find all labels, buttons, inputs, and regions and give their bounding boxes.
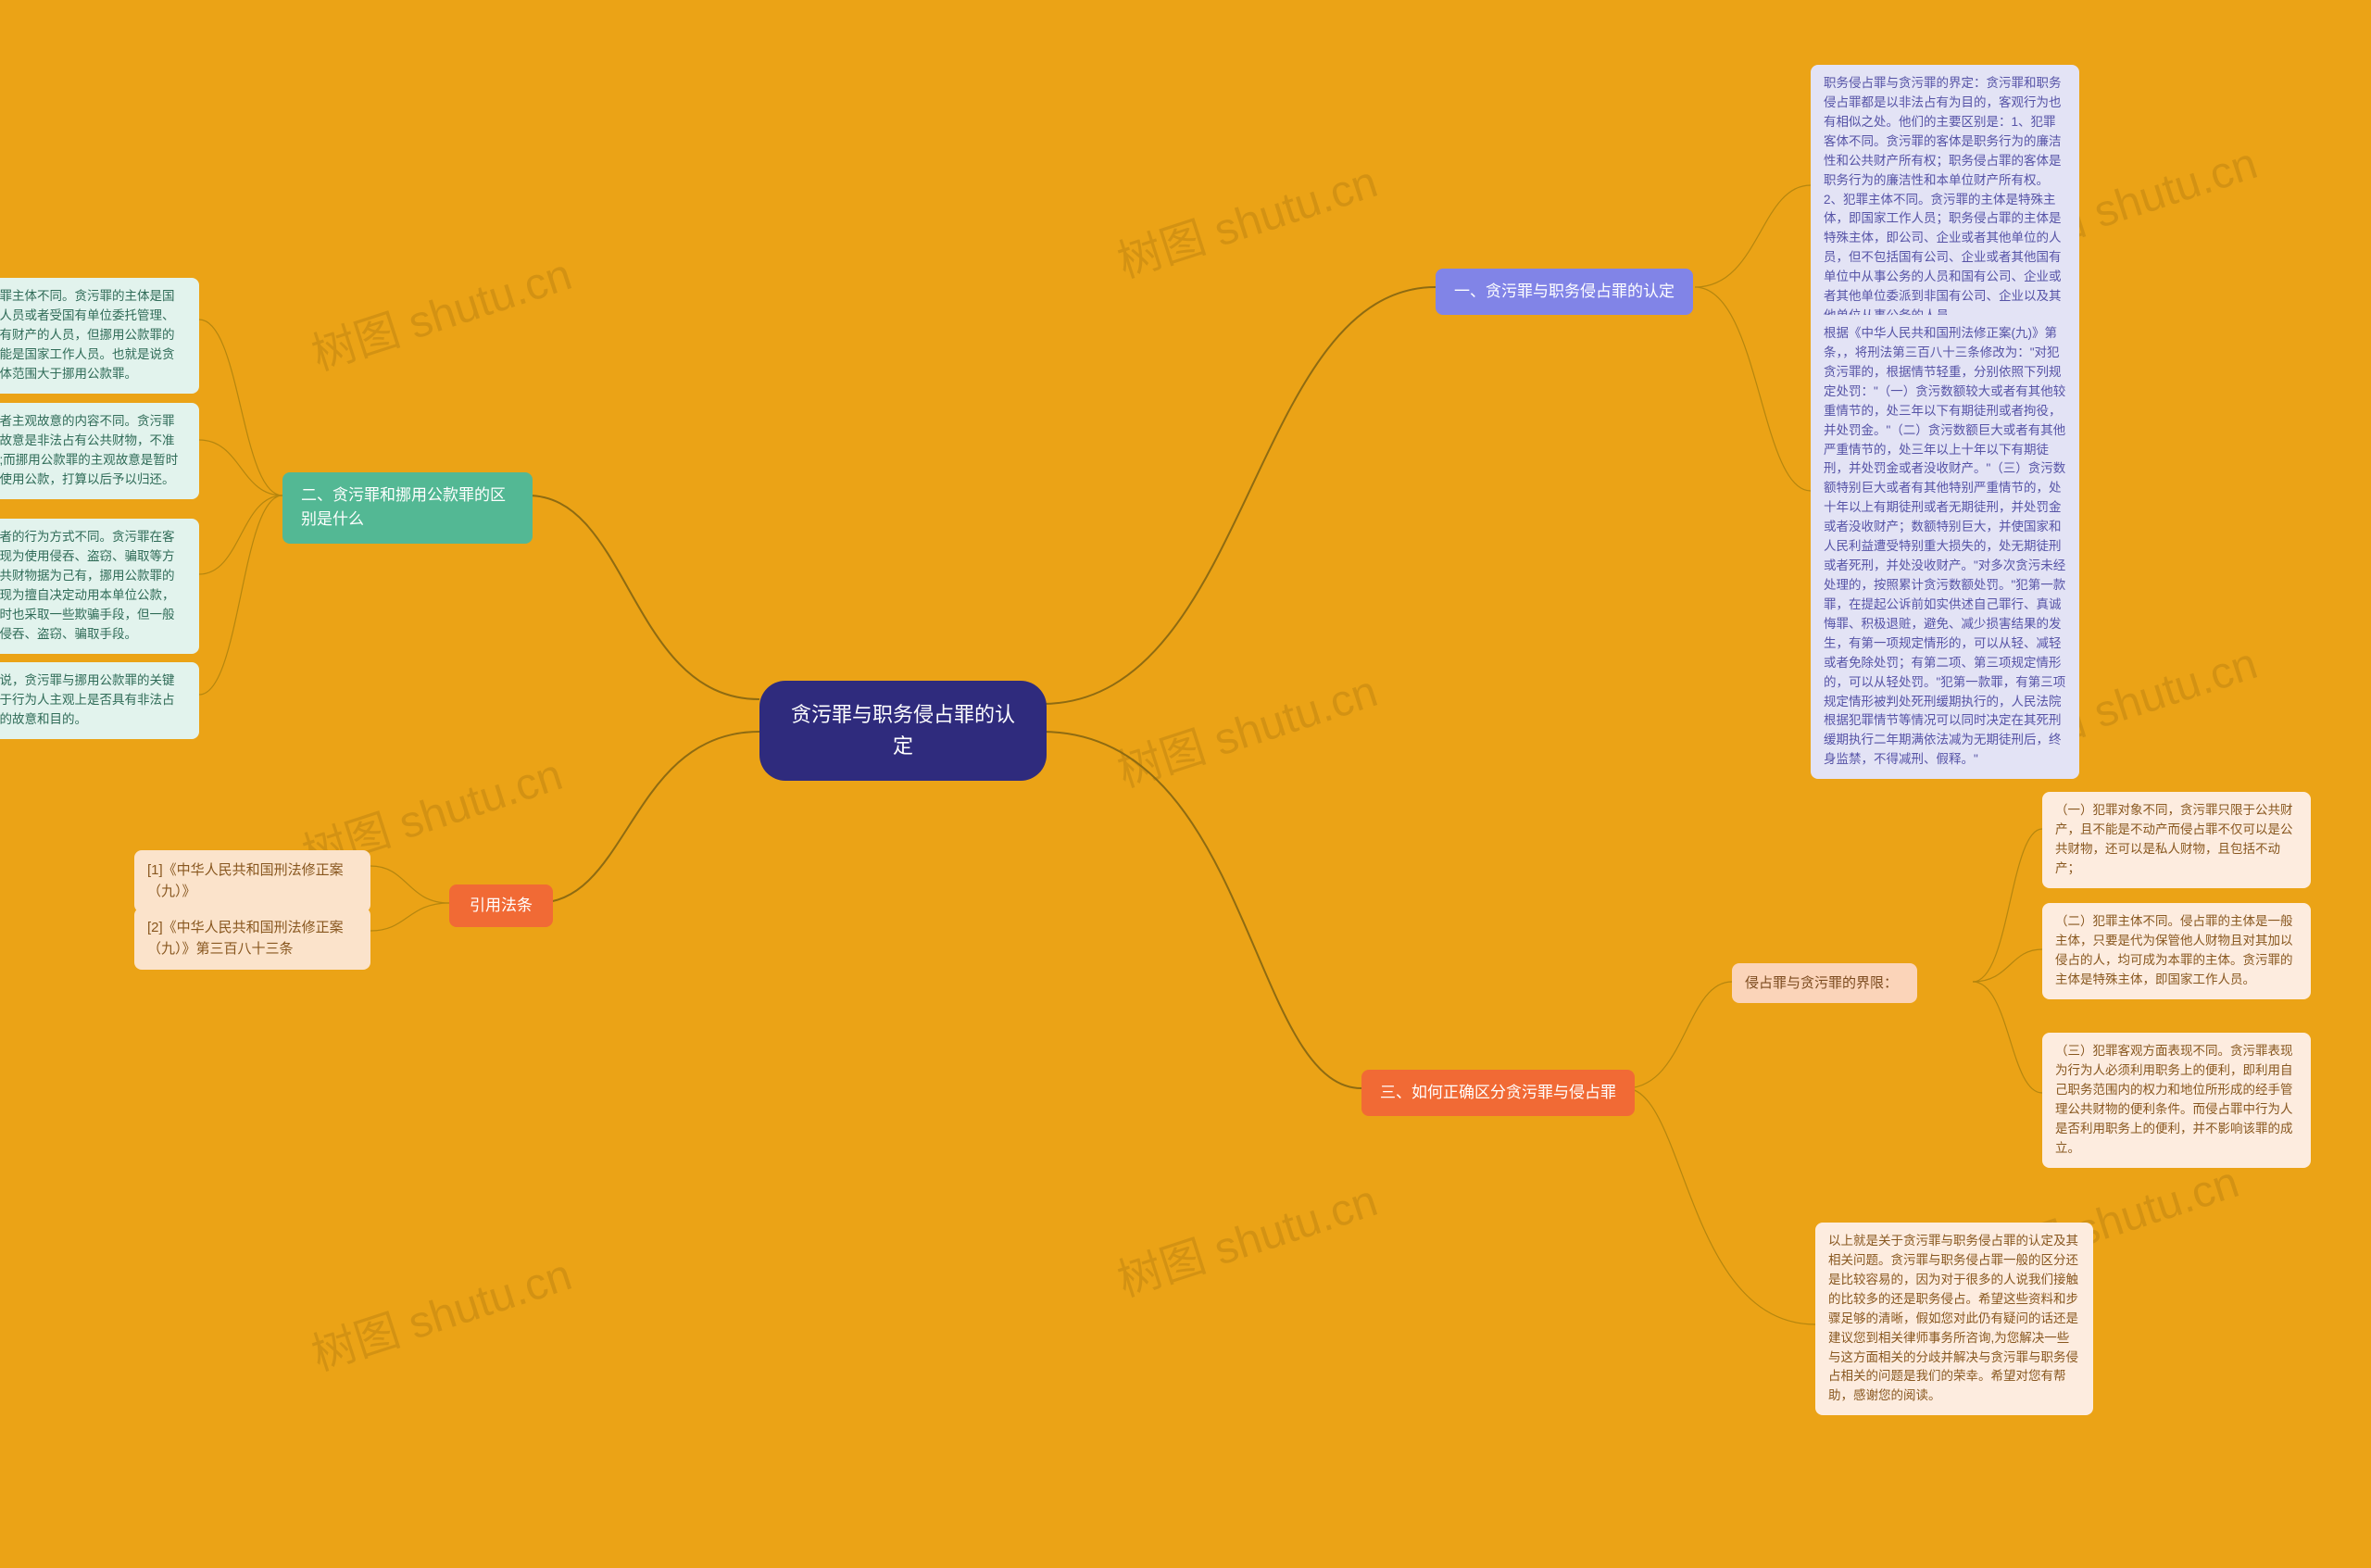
branch2-leaf3[interactable]: 三是两者的行为方式不同。贪污罪在客观上表现为使用侵吞、盗窃、骗取等方法将公共财物… [0,519,199,654]
branch2-leaf2[interactable]: 二是两者主观故意的内容不同。贪污罪的主观故意是非法占有公共财物，不准备归还;而挪… [0,403,199,499]
branch3-leaf1[interactable]: 以上就是关于贪污罪与职务侵占罪的认定及其相关问题。贪污罪与职务侵占罪一般的区分还… [1815,1223,2093,1415]
branch2-node[interactable]: 二、贪污罪和挪用公款罪的区别是什么 [282,472,533,544]
watermark: 树图 shutu.cn [302,238,578,383]
watermark: 树图 shutu.cn [1108,1164,1384,1309]
watermark: 树图 shutu.cn [1108,145,1384,290]
watermark: 树图 shutu.cn [1108,655,1384,799]
branch2-leaf4[interactable]: 这就是说，贪污罪与挪用公款罪的关键区别在于行为人主观上是否具有非法占有公款的故意… [0,662,199,739]
branch3-sub-leaf2[interactable]: （二）犯罪主体不同。侵占罪的主体是一般主体，只要是代为保管他人财物且对其加以侵占… [2042,903,2311,999]
branch4-leaf2[interactable]: [2]《中华人民共和国刑法修正案（九）》第三百八十三条 [134,908,370,970]
center-node[interactable]: 贪污罪与职务侵占罪的认定 [759,681,1047,781]
branch1-leaf1[interactable]: 职务侵占罪与贪污罪的界定：贪污罪和职务侵占罪都是以非法占有为目的，客观行为也有相… [1811,65,2079,335]
branch3-sub-leaf3[interactable]: （三）犯罪客观方面表现不同。贪污罪表现为行为人必须利用职务上的便利，即利用自己职… [2042,1033,2311,1168]
branch3-node[interactable]: 三、如何正确区分贪污罪与侵占罪 [1361,1070,1635,1116]
branch2-leaf1[interactable]: 一是犯罪主体不同。贪污罪的主体是国家工作人员或者受国有单位委托管理、经营国有财产… [0,278,199,394]
branch1-leaf2[interactable]: 根据《中华人民共和国刑法修正案(九)》第条，，将刑法第三百八十三条修改为："对犯… [1811,315,2079,779]
branch3-sub-leaf1[interactable]: （一）犯罪对象不同，贪污罪只限于公共财产，且不能是不动产而侵占罪不仅可以是公共财… [2042,792,2311,888]
branch4-node[interactable]: 引用法条 [449,884,553,927]
branch4-leaf1[interactable]: [1]《中华人民共和国刑法修正案（九）》 [134,850,370,912]
watermark: 树图 shutu.cn [302,1238,578,1383]
branch1-node[interactable]: 一、贪污罪与职务侵占罪的认定 [1436,269,1693,315]
branch3-sub[interactable]: 侵占罪与贪污罪的界限： [1732,963,1917,1003]
